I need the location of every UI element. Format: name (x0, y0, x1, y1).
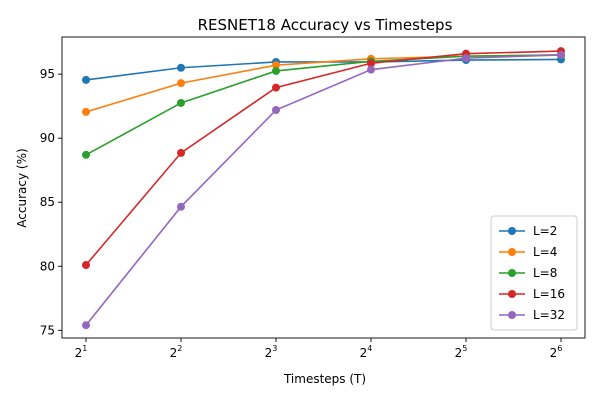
data-point (557, 50, 565, 59)
data-point (177, 202, 185, 211)
plot-area: 21 22 23 24 25 26 75 80 85 90 95 L=2 L=4 L=8 L=16 L=32 (40, 36, 586, 360)
x-tick-label: 21 (75, 344, 88, 360)
data-point (177, 79, 185, 88)
data-point (177, 63, 185, 72)
data-point (82, 150, 90, 159)
legend-marker-3 (508, 290, 516, 298)
legend-label-4: L=32 (533, 308, 565, 322)
data-point (367, 65, 375, 74)
plot-frame (61, 36, 586, 339)
data-point (272, 83, 280, 92)
legend-marker-2 (508, 269, 516, 277)
x-tick-label: 23 (265, 344, 278, 360)
series-line-1 (85, 54, 562, 113)
data-point (82, 260, 90, 269)
y-axis-label: Accuracy (%) (15, 148, 29, 227)
data-point (272, 66, 280, 75)
y-tick-label: 80 (40, 259, 55, 273)
x-tick-label: 26 (550, 344, 563, 360)
y-tick-label: 85 (40, 195, 55, 209)
legend-label-3: L=16 (533, 287, 565, 301)
legend-marker-4 (508, 311, 516, 319)
y-tick-label: 95 (40, 67, 55, 81)
data-point (177, 98, 185, 107)
data-point (177, 148, 185, 157)
x-tick-label: 25 (455, 344, 468, 360)
y-tick-label: 75 (40, 323, 55, 337)
legend-label-0: L=2 (533, 224, 557, 238)
series-line-3 (85, 50, 562, 266)
series-line-4 (85, 54, 562, 326)
data-point (272, 61, 280, 70)
x-axis-label: Timesteps (T) (283, 372, 366, 386)
legend (490, 215, 578, 331)
data-point (82, 107, 90, 116)
data-point (272, 106, 280, 115)
data-point (462, 54, 470, 63)
data-point (82, 75, 90, 84)
x-tick-label: 24 (360, 344, 373, 360)
legend-label-2: L=8 (533, 266, 557, 280)
x-tick-label: 22 (170, 344, 183, 360)
series-line-2 (85, 54, 562, 156)
data-point (82, 321, 90, 330)
chart-title: RESNET18 Accuracy vs Timesteps (198, 16, 453, 34)
legend-marker-0 (508, 227, 516, 235)
legend-label-1: L=4 (533, 245, 557, 259)
data-point (367, 59, 375, 68)
legend-marker-1 (508, 248, 516, 256)
y-tick-label: 90 (40, 131, 55, 145)
